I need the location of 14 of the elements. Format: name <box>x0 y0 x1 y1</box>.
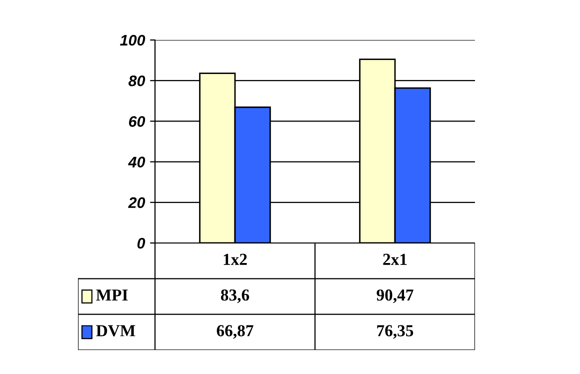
y-tick-label: 100 <box>120 34 146 46</box>
legend-label: DVM <box>96 325 136 336</box>
legend-label: MPI <box>96 290 128 301</box>
x-tick-label: 2x1 <box>383 254 407 265</box>
data-label: 90,47 <box>376 289 414 304</box>
y-tick-label: 20 <box>128 197 146 208</box>
data-label: 83,6 <box>220 289 250 304</box>
data-label: 66,87 <box>216 325 254 339</box>
y-tick-label: 40 <box>128 156 146 168</box>
y-tick-label: 60 <box>128 116 146 127</box>
y-tick-label: 80 <box>128 75 146 86</box>
data-label: 76,35 <box>377 325 414 339</box>
x-tick-label: 1x2 <box>224 254 247 265</box>
y-tick-label: 0 <box>137 238 146 249</box>
